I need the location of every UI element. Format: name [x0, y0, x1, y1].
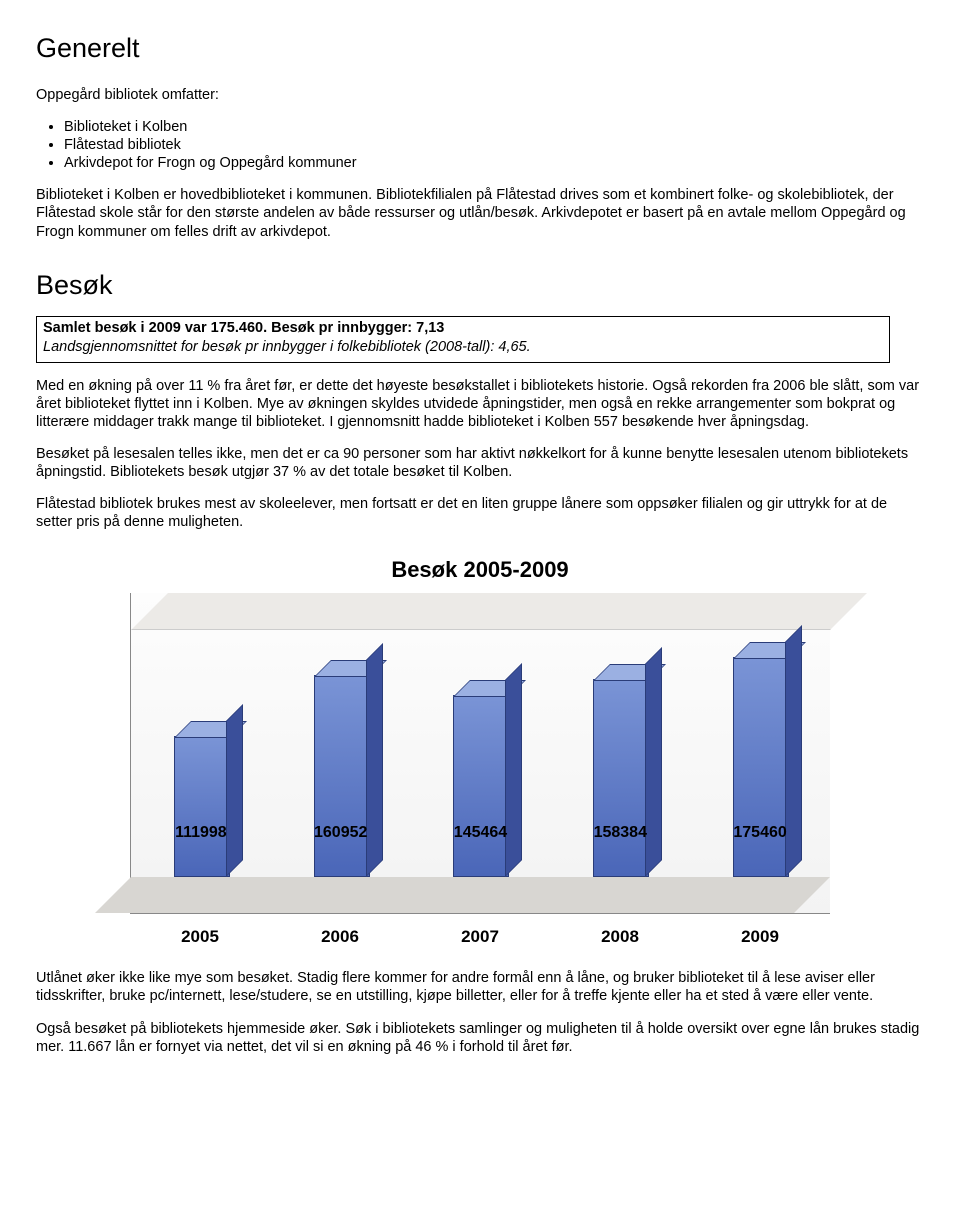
bar-side-face [645, 647, 662, 877]
bar: 160952 [314, 675, 368, 877]
paragraph: Flåtestad bibliotek brukes mest av skole… [36, 495, 924, 531]
bar: 111998 [174, 736, 228, 877]
paragraph: Biblioteket i Kolben er hovedbiblioteket… [36, 186, 924, 240]
bar-side-face [505, 663, 522, 877]
chart-bars: 111998 160952 145464 158384 175460 [131, 629, 830, 877]
list-item: Flåtestad bibliotek [64, 136, 924, 154]
bar-front-face [453, 695, 509, 877]
x-axis-label: 2008 [580, 926, 660, 947]
x-axis-label: 2006 [300, 926, 380, 947]
heading-besok: Besøk [36, 269, 924, 303]
list-item: Arkivdepot for Frogn og Oppegård kommune… [64, 154, 924, 172]
bar-side-face [785, 625, 802, 877]
chart-back-wall [131, 593, 867, 630]
bar-value-label: 175460 [733, 823, 786, 843]
bar-value-label: 160952 [314, 823, 367, 843]
summary-box: Samlet besøk i 2009 var 175.460. Besøk p… [36, 316, 890, 362]
bar-value-label: 145464 [454, 823, 507, 843]
chart-title: Besøk 2005-2009 [36, 556, 924, 584]
paragraph: Også besøket på bibliotekets hjemmeside … [36, 1020, 924, 1056]
bar: 145464 [453, 695, 507, 877]
bar-value-label: 111998 [175, 823, 227, 843]
x-axis-label: 2007 [440, 926, 520, 947]
x-axis-label: 2009 [720, 926, 800, 947]
chart-x-labels: 2005 2006 2007 2008 2009 [130, 926, 830, 947]
bar: 175460 [733, 657, 787, 877]
paragraph: Utlånet øker ikke like mye som besøket. … [36, 969, 924, 1005]
box-bold-line: Samlet besøk i 2009 var 175.460. Besøk p… [43, 319, 883, 337]
paragraph: Med en økning på over 11 % fra året før,… [36, 377, 924, 431]
bar-group: 111998 [161, 736, 241, 877]
paragraph: Besøket på lesesalen telles ikke, men de… [36, 445, 924, 481]
x-axis-label: 2005 [160, 926, 240, 947]
bar: 158384 [593, 679, 647, 877]
bar-front-face [174, 736, 230, 877]
bar-front-face [733, 657, 789, 877]
bar-value-label: 158384 [594, 823, 647, 843]
bar-chart: 111998160952145464158384175460 200520062… [130, 593, 830, 947]
bar-side-face [366, 643, 383, 877]
bar-group: 175460 [720, 657, 800, 877]
bar-front-face [314, 675, 370, 877]
box-italic-line: Landsgjennomsnittet for besøk pr innbygg… [43, 338, 883, 356]
bar-front-face [593, 679, 649, 877]
bar-group: 158384 [580, 679, 660, 877]
chart-plot-area: 111998 160952 145464 158384 175460 [130, 593, 830, 914]
list-item: Biblioteket i Kolben [64, 118, 924, 136]
bar-group: 160952 [301, 675, 381, 877]
bar-side-face [226, 704, 243, 877]
heading-generelt: Generelt [36, 32, 924, 66]
bullet-list: Biblioteket i Kolben Flåtestad bibliotek… [36, 118, 924, 172]
intro-text: Oppegård bibliotek omfatter: [36, 86, 924, 104]
chart-floor [95, 877, 830, 913]
bar-group: 145464 [440, 695, 520, 877]
